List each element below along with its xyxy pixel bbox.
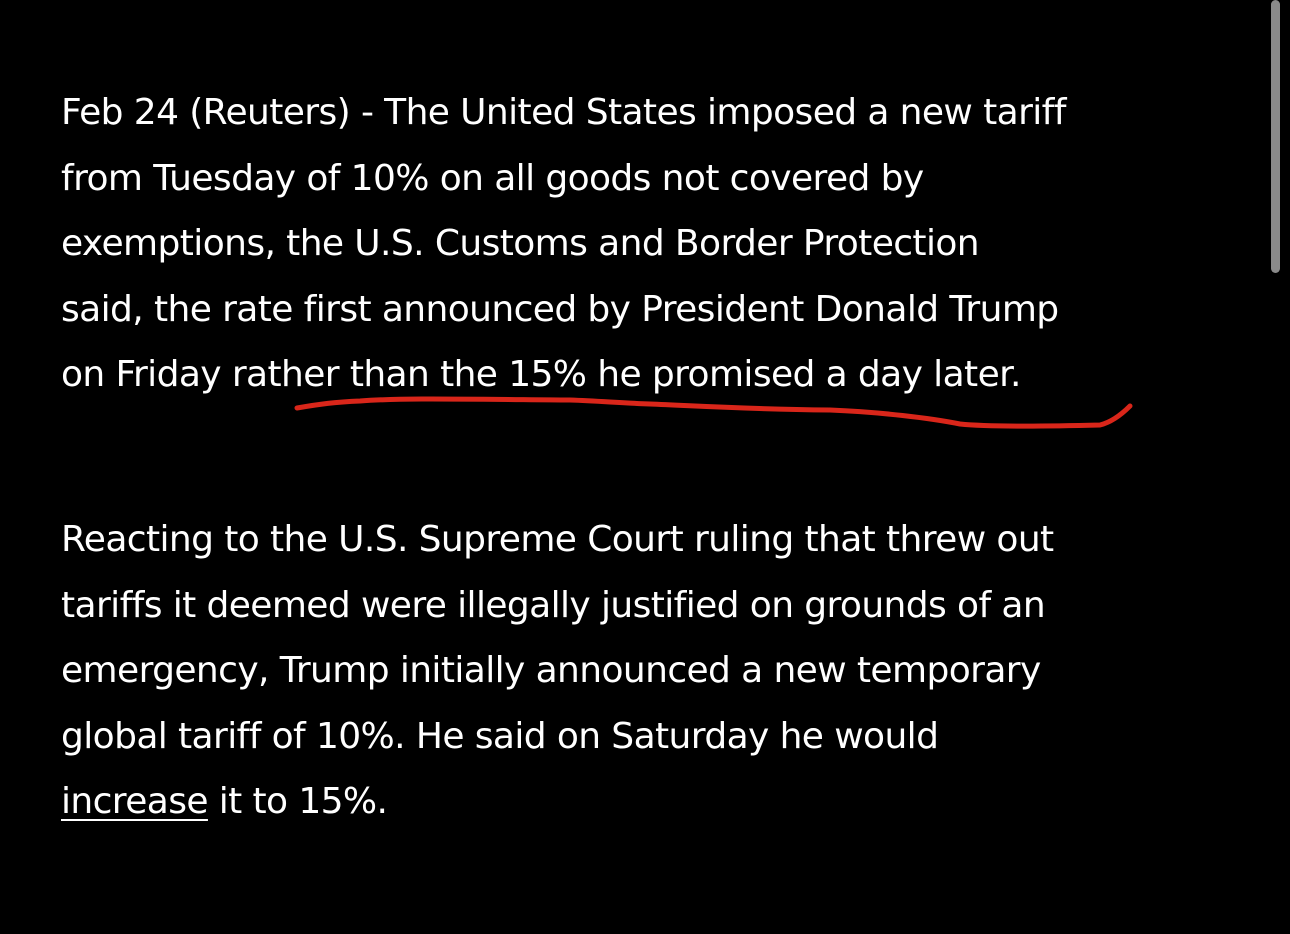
text-line: tariffs it deemed were illegally justifi… bbox=[61, 584, 1046, 626]
text-line: increase it to 15%. bbox=[61, 769, 1054, 835]
underline-stroke bbox=[294, 396, 1133, 429]
increase-link[interactable]: increase bbox=[61, 781, 209, 822]
text-fragment: it to 15%. bbox=[207, 781, 388, 822]
text-line: exemptions, the U.S. Customs and Border … bbox=[61, 223, 980, 264]
article-paragraph-2: Reacting to the U.S. Supreme Court rulin… bbox=[61, 507, 1054, 835]
article-paragraph-1: Feb 24 (Reuters) - The United States imp… bbox=[61, 80, 1066, 408]
text-line: from Tuesday of 10% on all goods not cov… bbox=[61, 157, 924, 199]
text-line: global tariff of 10%. He said on Saturda… bbox=[61, 715, 939, 757]
text-line: emergency, Trump initially announced a n… bbox=[61, 650, 1041, 691]
text-line: Feb 24 (Reuters) - The United States imp… bbox=[61, 92, 1066, 133]
text-line: said, the rate first announced by Presid… bbox=[61, 288, 1059, 330]
text-line: on Friday rather than the 15% he promise… bbox=[61, 354, 1021, 395]
scrollbar[interactable] bbox=[1271, 0, 1280, 273]
text-line: Reacting to the U.S. Supreme Court rulin… bbox=[61, 519, 1054, 560]
